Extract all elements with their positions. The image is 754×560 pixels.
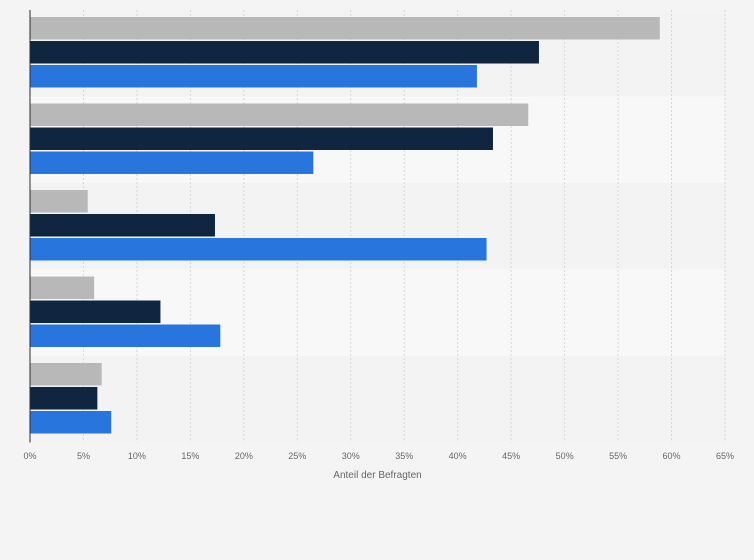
bar (30, 41, 539, 64)
x-axis-label: Anteil der Befragten (333, 470, 421, 481)
x-tick-label: 60% (663, 451, 681, 461)
bar (30, 190, 88, 213)
bars (30, 17, 660, 434)
x-tick-label: 50% (556, 451, 574, 461)
bar (30, 387, 98, 410)
x-tick-label: 10% (128, 451, 146, 461)
x-tick-label: 40% (449, 451, 467, 461)
x-tick-label: 15% (181, 451, 199, 461)
bar (30, 276, 95, 299)
bar (30, 151, 314, 174)
x-tick-label: 20% (235, 451, 253, 461)
bar (30, 300, 161, 323)
bar (30, 65, 477, 88)
x-tick-label: 0% (23, 451, 36, 461)
x-tick-label: 65% (716, 451, 734, 461)
x-tick-label: 45% (502, 451, 520, 461)
x-tick-label: 35% (395, 451, 413, 461)
bar (30, 411, 112, 434)
row-band (30, 356, 725, 443)
x-tick-label: 30% (342, 451, 360, 461)
x-tick-label: 55% (609, 451, 627, 461)
bar (30, 17, 660, 40)
bar (30, 214, 215, 237)
x-tick-label: 5% (77, 451, 90, 461)
x-tick-labels: 0% 5% 10% 15% 20% 25% 30% 35% 40% 45% 50% 55% 60% 65% (23, 451, 734, 461)
bar (30, 324, 221, 347)
bar (30, 127, 493, 150)
bar (30, 103, 529, 126)
bar (30, 363, 102, 386)
bar (30, 238, 487, 261)
x-tick-label: 25% (288, 451, 306, 461)
